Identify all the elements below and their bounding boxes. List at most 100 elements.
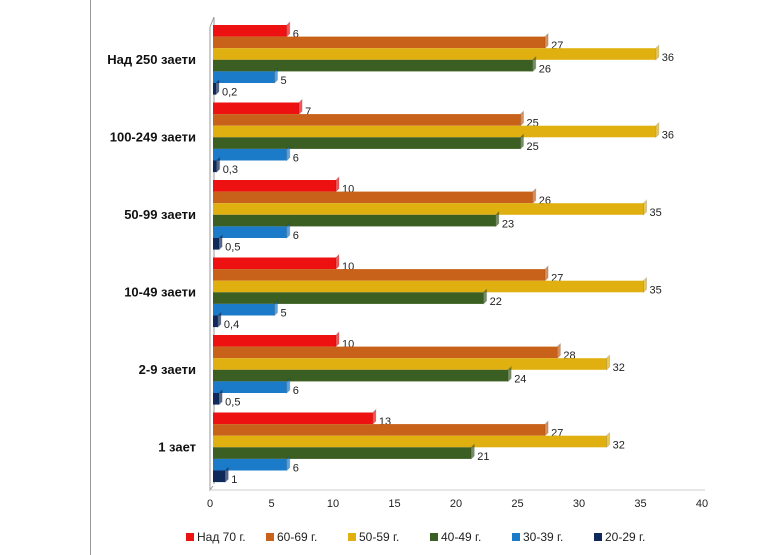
bar-end-cap [274, 299, 278, 317]
x-tick-label: 5 [268, 498, 274, 510]
bar-end-cap [643, 198, 647, 217]
bar [213, 148, 287, 161]
category-label: 2-9 заети [139, 362, 196, 377]
bar [213, 335, 336, 347]
bar-end-cap [606, 431, 611, 449]
bar [213, 393, 220, 405]
bar [213, 214, 496, 227]
bar-end-cap [655, 121, 660, 139]
legend-swatch [512, 533, 520, 541]
bar [213, 137, 521, 149]
bar [213, 369, 509, 382]
bar [213, 48, 656, 60]
bar [213, 424, 546, 436]
x-tick-label: 20 [450, 498, 462, 510]
data-label: 6 [293, 153, 299, 165]
bar-end-cap [520, 133, 524, 151]
bar [213, 59, 533, 72]
bar [213, 203, 644, 215]
bar-end-cap [372, 408, 377, 426]
bar [213, 458, 287, 471]
data-label: 0,5 [225, 397, 240, 409]
bar [213, 191, 533, 204]
bar-end-cap [274, 67, 278, 85]
bar-end-cap [507, 365, 512, 383]
legend-label: 60-69 г. [277, 530, 317, 544]
bar-end-cap [217, 311, 222, 329]
bar-end-cap [286, 144, 291, 162]
legend-label: 30-39 г. [523, 530, 563, 544]
bar [213, 292, 484, 304]
data-label: 0,3 [223, 164, 238, 176]
bar [213, 180, 336, 192]
category-label: 1 зает [158, 439, 196, 454]
legend-swatch [266, 533, 274, 541]
legend-label: 50-59 г. [359, 530, 399, 544]
data-label: 32 [613, 362, 625, 374]
legend-swatch [430, 533, 438, 541]
data-label: 6 [293, 230, 299, 242]
bar [213, 238, 220, 250]
bar [213, 114, 521, 126]
x-tick-label: 10 [327, 498, 339, 510]
bar [213, 470, 226, 483]
data-label: 35 [650, 207, 662, 219]
bar [213, 125, 656, 138]
bar-end-cap [335, 175, 340, 193]
data-label: 32 [613, 439, 625, 451]
bar-end-cap [335, 253, 340, 271]
data-label: 22 [490, 296, 502, 308]
bar [213, 257, 336, 270]
bar [213, 226, 287, 238]
data-label: 7 [305, 106, 311, 118]
legend-label: 20-29 г. [605, 530, 645, 544]
data-label: 23 [502, 218, 514, 230]
bar-end-cap [218, 388, 223, 406]
x-tick-label: 0 [207, 498, 213, 510]
bar-end-cap [532, 55, 537, 73]
data-label: 36 [662, 52, 674, 64]
data-label: 24 [514, 373, 526, 385]
data-label: 1 [231, 474, 237, 486]
bar [213, 36, 546, 49]
bar-end-cap [544, 32, 549, 50]
category-label: 100-249 заети [110, 129, 196, 144]
legend-swatch [186, 533, 194, 541]
x-tick-label: 25 [511, 498, 523, 510]
bar-end-cap [532, 187, 537, 205]
bar [213, 83, 216, 95]
bar-end-cap [335, 330, 340, 348]
bar [213, 71, 275, 83]
bar [213, 435, 607, 448]
data-label: 6 [293, 29, 299, 41]
bar-end-cap [298, 98, 303, 116]
legend-swatch [594, 533, 602, 541]
data-label: 0,2 [222, 87, 237, 99]
category-label: Над 250 заети [107, 52, 196, 67]
bar [213, 412, 373, 425]
data-label: 5 [281, 308, 287, 320]
bar-end-cap [470, 443, 475, 461]
bar-end-cap [544, 264, 549, 282]
legend-swatch [348, 533, 356, 541]
bar-end-cap [286, 377, 291, 395]
bar [213, 381, 287, 393]
data-label: 5 [281, 75, 287, 87]
bar [213, 346, 558, 359]
legend-label: 40-49 г. [441, 530, 481, 544]
frame-border [90, 0, 91, 555]
x-tick-label: 40 [696, 498, 708, 510]
bar [213, 25, 287, 37]
x-tick-label: 30 [573, 498, 585, 510]
bar [213, 358, 607, 370]
category-label: 10-49 заети [124, 284, 196, 299]
bar-end-cap [286, 222, 291, 240]
bar [213, 160, 217, 173]
bar-end-cap [655, 43, 660, 62]
bar-end-cap [286, 454, 291, 472]
data-label: 6 [293, 385, 299, 397]
bar-end-cap [606, 353, 611, 372]
bar [213, 303, 275, 316]
bar-end-cap [216, 156, 221, 174]
